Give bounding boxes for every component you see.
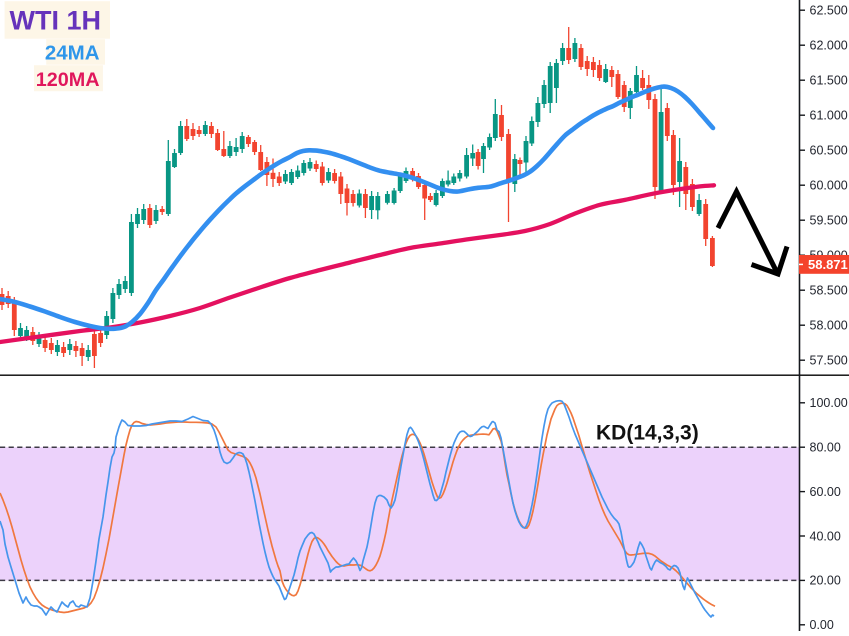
svg-text:58.500: 58.500 <box>810 284 848 298</box>
svg-text:58.871: 58.871 <box>808 257 848 272</box>
svg-text:60.000: 60.000 <box>810 179 848 193</box>
svg-text:KD(14,3,3): KD(14,3,3) <box>596 422 699 445</box>
svg-text:62.000: 62.000 <box>810 39 848 53</box>
svg-text:58.000: 58.000 <box>810 319 848 333</box>
svg-text:60.00: 60.00 <box>810 485 841 499</box>
svg-text:61.000: 61.000 <box>810 109 848 123</box>
svg-text:100.00: 100.00 <box>810 396 848 410</box>
svg-text:24MA: 24MA <box>45 42 100 65</box>
svg-text:20.00: 20.00 <box>810 574 841 588</box>
svg-text:60.500: 60.500 <box>810 144 848 158</box>
svg-text:WTI 1H: WTI 1H <box>10 6 102 36</box>
svg-text:61.500: 61.500 <box>810 74 848 88</box>
svg-text:57.500: 57.500 <box>810 354 848 368</box>
svg-text:62.500: 62.500 <box>810 4 848 18</box>
svg-text:0.00: 0.00 <box>810 618 834 631</box>
svg-text:59.500: 59.500 <box>810 214 848 228</box>
svg-text:40.00: 40.00 <box>810 529 841 543</box>
svg-text:80.00: 80.00 <box>810 441 841 455</box>
svg-text:120MA: 120MA <box>36 69 100 91</box>
